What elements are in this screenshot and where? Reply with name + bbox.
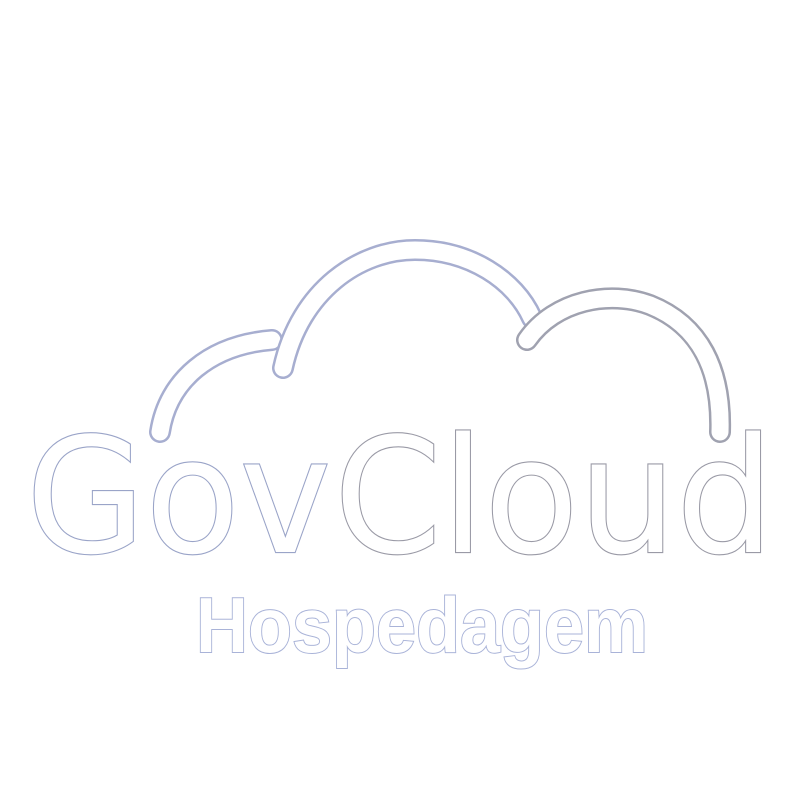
brand-name-cloud: Cloud [334,403,774,590]
cloud-icon [149,238,732,443]
brand-name-gov: Gov [26,403,331,590]
tagline: Hospedagem [196,581,648,669]
